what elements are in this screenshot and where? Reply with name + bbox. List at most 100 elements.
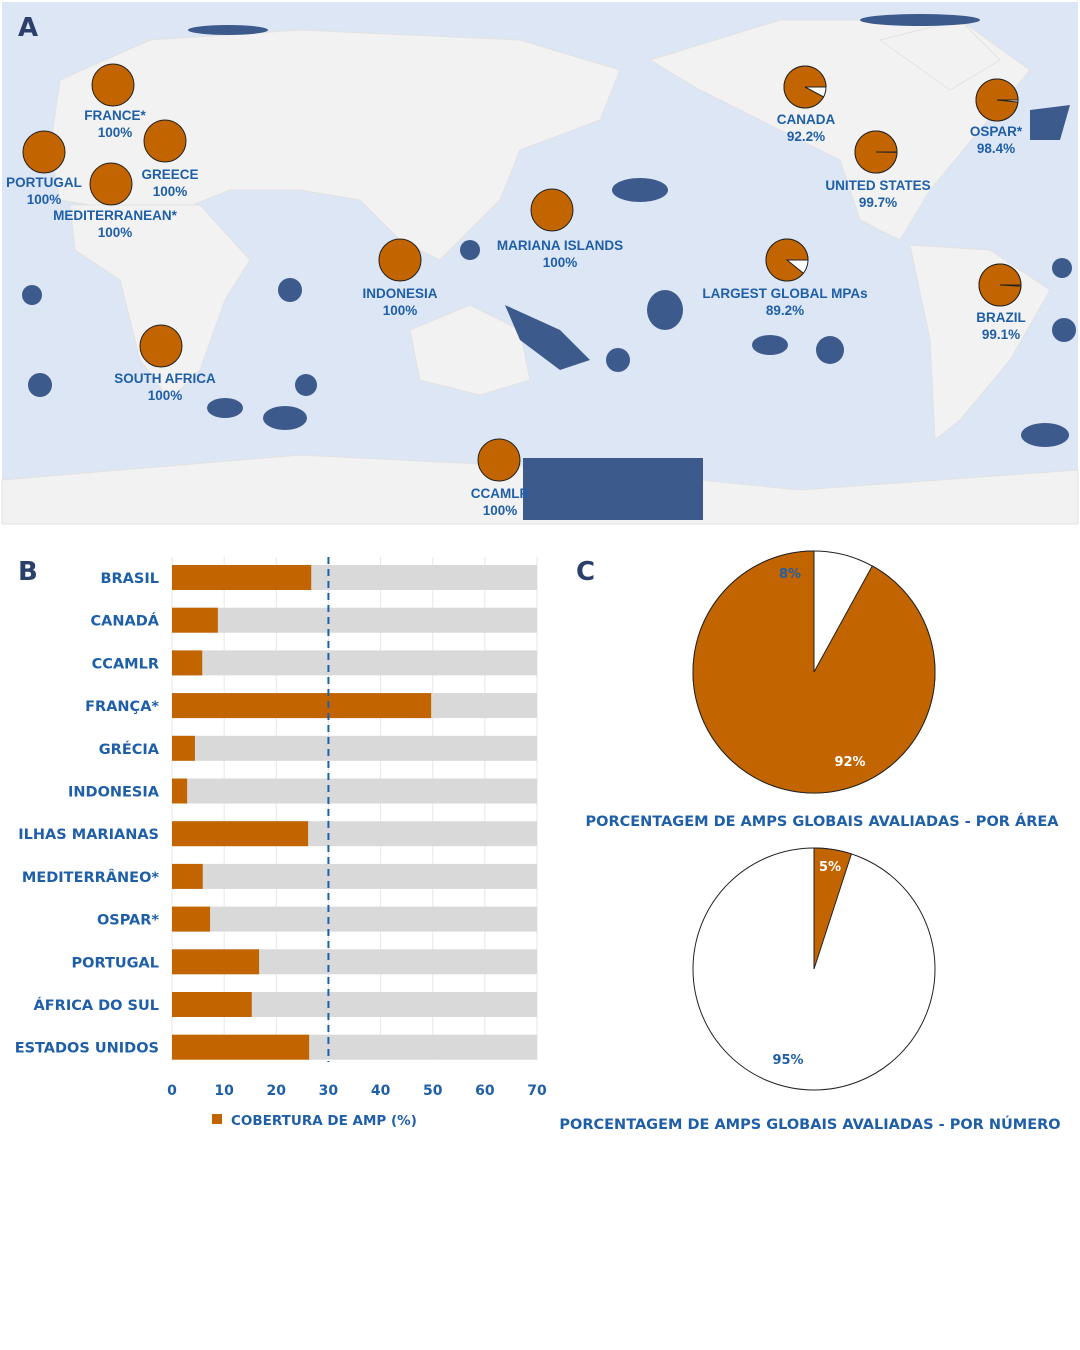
map-pie-canada: CANADA 92.2% bbox=[777, 65, 836, 144]
bar bbox=[172, 821, 309, 847]
map-pie-name: MARIANA ISLANDS bbox=[497, 238, 623, 253]
x-tick-label: 60 bbox=[475, 1083, 495, 1099]
category-label: GRÉCIA bbox=[99, 741, 160, 758]
map-pie-value: 98.4% bbox=[977, 141, 1015, 156]
map-pie-name: CCAMLR bbox=[471, 486, 530, 501]
legend-swatch bbox=[212, 1114, 222, 1124]
bar-chart-panel: B 0 10 20 30 40 50 60 70 BRASIL CANADÁ CCAMLR FRANÇ… bbox=[15, 557, 547, 1129]
bar-background bbox=[172, 607, 537, 633]
map-pie-name: MEDITERRANEAN* bbox=[53, 208, 178, 223]
world-map-panel: A FRANCE*100%PORTUGAL100%GREECE100%MEDIT… bbox=[1, 2, 1079, 525]
map-pie-name: UNITED STATES bbox=[825, 178, 930, 193]
map-pie-slice bbox=[765, 238, 809, 282]
bar bbox=[172, 906, 211, 932]
category-label: ÁFRICA DO SUL bbox=[34, 997, 159, 1014]
x-tick-label: 10 bbox=[214, 1083, 234, 1099]
map-pie-name: SOUTH AFRICA bbox=[114, 371, 216, 386]
category-label: CANADÁ bbox=[91, 613, 160, 630]
legend-label: COBERTURA DE AMP (%) bbox=[231, 1113, 417, 1129]
map-pie-largest-global-mpas: LARGEST GLOBAL MPAs 89.2% bbox=[702, 238, 868, 318]
map-pie-south-africa: SOUTH AFRICA 100% bbox=[114, 324, 216, 403]
map-pie-slice bbox=[530, 188, 574, 232]
map-pie-mediterranean-: MEDITERRANEAN* 100% bbox=[53, 162, 178, 240]
map-pies: FRANCE*100%PORTUGAL100%GREECE100%MEDITER… bbox=[6, 63, 1026, 518]
pie-number-slice bbox=[813, 847, 853, 970]
map-pie-name: FRANCE* bbox=[84, 108, 146, 123]
pie-by-number: 5% 95% bbox=[692, 847, 936, 1091]
map-pie-slice bbox=[854, 130, 898, 174]
land-australia bbox=[409, 304, 531, 396]
bar bbox=[172, 735, 195, 761]
map-pie-value: 100% bbox=[543, 255, 578, 270]
bar bbox=[172, 992, 252, 1017]
map-pie-slice bbox=[22, 130, 66, 174]
bar bbox=[172, 607, 218, 633]
category-label: FRANÇA* bbox=[85, 699, 159, 715]
pie-group: 92% 8% 5% 95% bbox=[692, 550, 936, 1091]
category-label: CCAMLR bbox=[92, 656, 159, 672]
category-label: PORTUGAL bbox=[72, 955, 160, 971]
pie-by-area: 92% 8% bbox=[692, 550, 936, 794]
x-tick-label: 70 bbox=[527, 1083, 547, 1099]
map-pie-brazil: BRAZIL 99.1% bbox=[976, 263, 1026, 342]
map-pie-france-: FRANCE* 100% bbox=[84, 63, 146, 140]
map-pie-united-states: UNITED STATES 99.7% bbox=[825, 130, 931, 210]
map-pie-slice bbox=[139, 324, 183, 368]
bar bbox=[172, 1034, 310, 1060]
map-pie-slice bbox=[783, 65, 827, 109]
pie-area-label-rest: 8% bbox=[779, 567, 801, 582]
map-pie-slice bbox=[143, 119, 187, 163]
x-tick-label: 30 bbox=[319, 1083, 339, 1099]
map-pie-value: 89.2% bbox=[766, 303, 804, 318]
bar bbox=[172, 565, 312, 590]
map-pie-portugal: PORTUGAL 100% bbox=[6, 130, 82, 207]
bar bbox=[172, 949, 260, 975]
map-pie-name: OSPAR* bbox=[970, 124, 1023, 139]
map-pie-ccamlr: CCAMLR 100% bbox=[471, 438, 530, 518]
x-tick-label: 20 bbox=[267, 1083, 287, 1099]
pie-charts-panel: C 92% 8% 5% 95% PORCENTAGEM DE AMPS GLOBAIS… bbox=[560, 550, 1061, 1133]
pie-number-title: PORCENTAGEM DE AMPS GLOBAIS AVALIADAS - … bbox=[560, 1115, 1061, 1133]
map-pie-value: 92.2% bbox=[787, 129, 825, 144]
category-label: BRASIL bbox=[100, 571, 159, 587]
map-pie-value: 100% bbox=[153, 184, 188, 199]
map-pie-name: LARGEST GLOBAL MPAs bbox=[702, 286, 867, 301]
category-label: ESTADOS UNIDOS bbox=[15, 1041, 159, 1057]
map-pie-greece: GREECE 100% bbox=[141, 119, 199, 199]
land-greenland bbox=[878, 19, 1001, 91]
panel-label-a: A bbox=[18, 13, 38, 43]
map-pie-value: 100% bbox=[148, 388, 183, 403]
category-label: MEDITERRÂNEO* bbox=[22, 869, 159, 886]
bar-background bbox=[172, 735, 537, 761]
map-pie-mariana-islands: MARIANA ISLANDS 100% bbox=[497, 188, 623, 270]
map-pie-slice bbox=[978, 263, 1022, 307]
x-tick-label: 0 bbox=[167, 1083, 177, 1099]
bar-background bbox=[172, 863, 537, 889]
map-pie-ospar-: OSPAR* 98.4% bbox=[970, 78, 1023, 156]
bar bbox=[172, 650, 203, 676]
x-tick-label: 40 bbox=[371, 1083, 391, 1099]
pie-area-title: PORCENTAGEM DE AMPS GLOBAIS AVALIADAS - … bbox=[586, 813, 1060, 830]
map-pie-name: INDONESIA bbox=[362, 286, 437, 301]
map-pie-value: 100% bbox=[27, 192, 62, 207]
pie-number-label-main: 5% bbox=[819, 860, 841, 875]
map-pie-value: 99.1% bbox=[982, 327, 1020, 342]
category-label: ILHAS MARIANAS bbox=[18, 827, 159, 843]
land-africa bbox=[69, 204, 251, 401]
x-tick-label: 50 bbox=[423, 1083, 443, 1099]
map-pie-name: GREECE bbox=[141, 167, 198, 182]
panel-label-b: B bbox=[18, 557, 38, 587]
bar-group: 0 10 20 30 40 50 60 70 BRASIL CANADÁ CCAMLR FRANÇA*… bbox=[15, 557, 547, 1099]
bar-background bbox=[172, 650, 537, 676]
panel-label-c: C bbox=[576, 557, 595, 587]
map-pie-name: PORTUGAL bbox=[6, 175, 82, 190]
category-label: INDONESIA bbox=[68, 785, 160, 801]
map-pie-name: BRAZIL bbox=[976, 310, 1026, 325]
category-label: OSPAR* bbox=[97, 913, 159, 929]
pie-number-label-rest: 95% bbox=[772, 1053, 803, 1068]
map-pie-value: 99.7% bbox=[859, 195, 897, 210]
map-pie-slice bbox=[89, 162, 133, 206]
bar-background bbox=[172, 778, 537, 804]
map-pie-name: CANADA bbox=[777, 112, 836, 127]
